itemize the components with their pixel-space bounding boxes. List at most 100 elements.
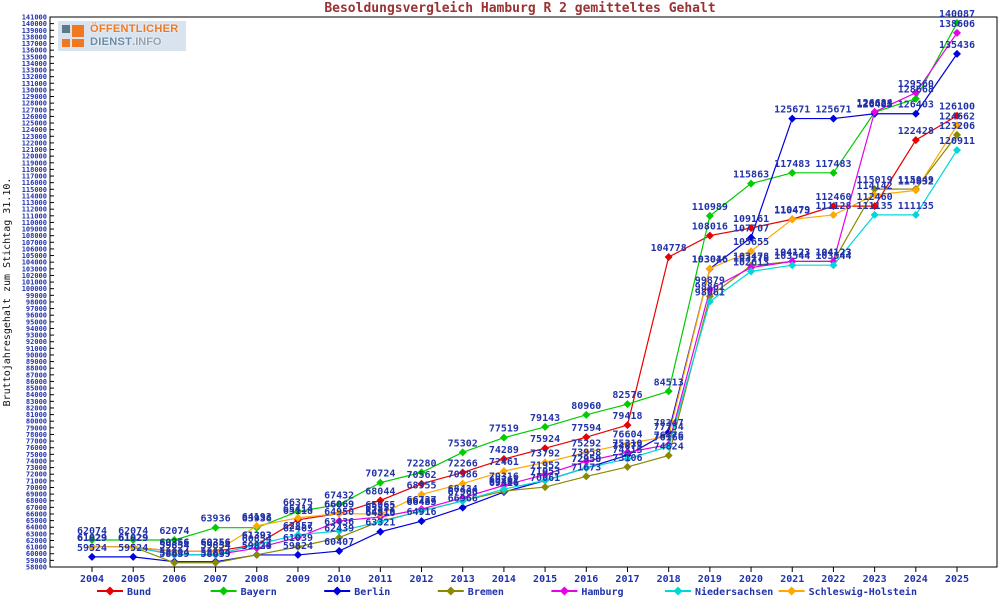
y-tick-label: 112000 [22,206,47,214]
data-point-label: 61029 [118,533,148,544]
data-point-berlin [129,552,138,561]
x-tick-label: 2020 [739,574,763,585]
data-point-label: 125671 [815,105,851,116]
data-point-label: 104123 [774,247,810,258]
legend-label-berlin: Berlin [354,586,390,598]
data-point-label: 115049 [898,175,934,186]
data-point-niedersachsen [458,496,467,505]
series-line-bayern [92,22,958,541]
y-tick-label: 92000 [26,338,47,346]
plot-border [49,16,998,568]
labels-hamburg: 61029 61029 59854 59854 60854 62465 64950 65552… [77,19,975,552]
x-tick-label: 2017 [615,574,639,585]
data-point-label: 103016 [692,255,728,266]
data-point-label: 61029 [118,533,148,544]
data-point-label: 79143 [530,413,560,424]
data-point-schleswig-holstein [170,547,179,556]
data-point-label: 62074 [118,526,148,537]
data-point-label: 58804 [201,548,231,559]
x-tick-label: 2019 [698,574,722,585]
data-point-label: 78347 [654,418,684,429]
legend-marker-bremen [446,586,456,596]
data-point-bund [664,253,673,262]
data-point-label: 70586 [448,470,478,481]
y-tick-label: 107000 [22,239,47,247]
data-point-label: 77594 [571,423,601,434]
series-line-niedersachsen [92,149,958,556]
data-point-label: 66465 [406,497,436,508]
data-point-schleswig-holstein [664,432,673,441]
y-tick-label: 82000 [26,404,47,412]
y-tick-label: 120000 [22,153,47,161]
data-point-label: 70061 [530,473,560,484]
data-point-label: 74313 [612,445,642,456]
data-point-bund [417,479,426,488]
data-point-hamburg [705,285,714,294]
data-point-label: 111135 [898,201,934,212]
y-tick-label: 87000 [26,371,47,379]
y-tick-label: 124000 [22,126,47,134]
data-point-hamburg [335,516,344,525]
data-point-label: 61029 [77,533,107,544]
data-point-bayern [788,168,797,177]
y-tick-label: 63000 [26,530,47,538]
y-tick-label: 61000 [26,544,47,552]
data-point-label: 112460 [815,192,851,203]
y-tick-label: 111000 [22,212,47,220]
data-point-schleswig-holstein [335,509,344,518]
data-point-label: 64919 [365,507,395,518]
y-tick-label: 108000 [22,232,47,240]
data-point-label: 76476 [654,431,684,442]
data-point-label: 66375 [283,498,313,509]
data-point-bayern [417,468,426,477]
y-tick-label: 127000 [22,106,47,114]
data-point-niedersachsen [499,485,508,494]
y-tick-label: 139000 [22,27,47,35]
data-point-label: 114832 [898,176,934,187]
data-point-niedersachsen [623,454,632,463]
data-point-schleswig-holstein [870,190,879,199]
data-point-bayern [664,387,673,396]
data-point-label: 125671 [774,105,810,116]
y-tick-label: 122000 [22,139,47,147]
data-point-bund [870,202,879,211]
labels-bayern: 62074 62074 62074 63936 63936 66375 67432 70724… [77,9,975,537]
data-point-bayern [170,536,179,545]
data-point-label: 62439 [324,524,354,535]
data-point-label: 66439 [406,497,436,508]
series-berlin [88,49,961,566]
y-tick-label: 137000 [22,40,47,48]
data-point-berlin [293,550,302,559]
data-point-berlin [458,503,467,512]
data-point-label: 66966 [448,494,478,505]
y-tick-label: 104000 [22,259,47,267]
data-point-hamburg [582,457,591,466]
data-point-label: 75310 [612,438,642,449]
oeffentlicher-dienst-logo[interactable]: ÖFFENTLICHER DIENST.INFO [58,21,186,51]
data-point-label: 61393 [242,531,272,542]
data-point-hamburg [541,470,550,479]
data-point-label: 105655 [733,237,769,248]
data-point-label: 65414 [283,504,313,515]
labels-bremen: 61029 61029 58639 58639 59839 61039 62439 64919… [77,121,975,560]
y-tick-label: 95000 [26,318,47,326]
data-point-label: 71952 [530,461,560,472]
data-point-label: 62074 [159,526,189,537]
data-point-niedersachsen [252,540,261,549]
data-point-bund [911,136,920,145]
data-point-berlin [417,517,426,526]
data-point-label: 71053 [530,467,560,478]
data-point-label: 77519 [489,424,519,435]
data-point-label: 68434 [448,484,478,495]
y-tick-label: 73000 [26,464,47,472]
x-tick-label: 2011 [368,574,392,585]
series-line-berlin [92,53,958,563]
data-point-bremen [870,185,879,194]
data-point-label: 74824 [654,442,684,453]
data-point-label: 104123 [815,247,851,258]
data-point-berlin [88,552,96,561]
data-point-label: 126403 [898,100,934,111]
y-tick-label: 68000 [26,497,47,505]
data-point-label: 68044 [365,486,395,497]
data-point-bremen [211,558,220,567]
